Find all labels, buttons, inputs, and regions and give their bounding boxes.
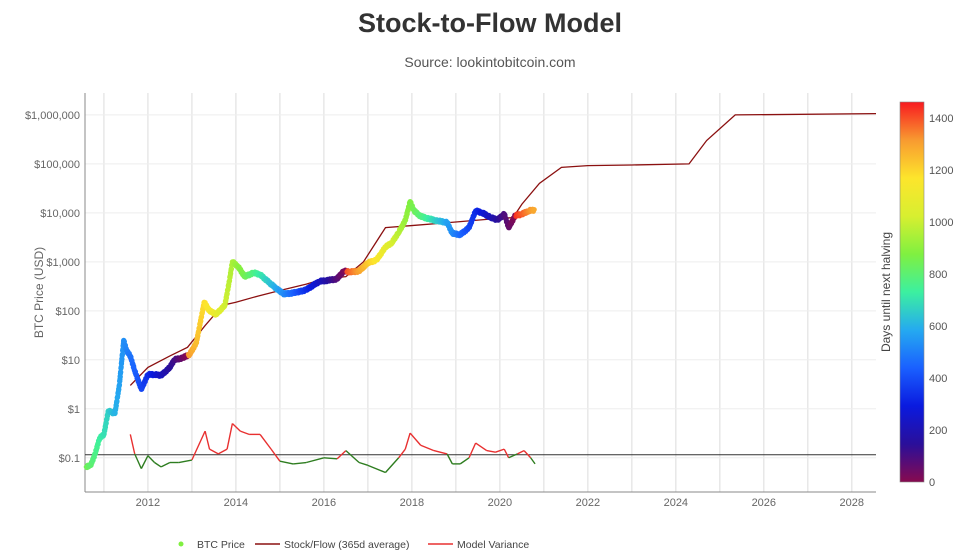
- model-variance-segment: [270, 448, 281, 462]
- x-tick-label: 2024: [664, 497, 688, 509]
- y-tick-label: $10,000: [40, 208, 80, 220]
- y-axis-label: BTC Price (USD): [32, 247, 46, 338]
- model-variance-segment: [508, 453, 518, 459]
- model-variance-segment: [240, 430, 250, 436]
- btc-price-point: [531, 206, 537, 213]
- y-tick-label: $100,000: [34, 159, 80, 171]
- x-tick-label: 2022: [576, 497, 600, 509]
- model-variance-segment: [259, 433, 272, 450]
- model-variance-segment: [409, 432, 422, 446]
- model-variance-segment: [217, 448, 228, 455]
- model-variance-segment: [279, 460, 294, 465]
- model-variance-segment: [140, 455, 149, 469]
- model-variance-segment: [293, 461, 307, 465]
- colorbar-tick-label: 1400: [929, 113, 953, 125]
- model-variance-segment: [530, 457, 536, 465]
- colorbar: [899, 101, 925, 483]
- model-variance-segment: [420, 444, 435, 452]
- x-tick-label: 2012: [136, 497, 160, 509]
- x-tick-label: 2028: [840, 497, 864, 509]
- model-variance-segment: [226, 423, 234, 450]
- legend: BTC Price Stock/Flow (365d average) Mode…: [178, 539, 529, 551]
- model-variance-segment: [433, 449, 448, 455]
- legend-marker-btc-price: [178, 541, 184, 547]
- model-variance-segment: [517, 449, 525, 455]
- model-variance-segment: [154, 461, 162, 468]
- model-variance-segment: [358, 461, 369, 467]
- legend-label-btc-price[interactable]: BTC Price: [197, 539, 245, 551]
- x-tick-label: 2020: [488, 497, 512, 509]
- legend-label-stock-flow[interactable]: Stock/Flow (365d average): [284, 539, 409, 551]
- y-tick-label: $0.1: [59, 453, 80, 465]
- y-tick-label: $100: [56, 306, 80, 318]
- model-variance-segment: [398, 448, 406, 459]
- model-variance-segment: [468, 442, 477, 459]
- model-variance-segment: [367, 464, 386, 474]
- model-variance-segment: [495, 448, 505, 453]
- model-variance-segment: [336, 450, 347, 460]
- stock-flow-line: [129, 113, 877, 386]
- colorbar-title: Days until next halving: [879, 232, 893, 352]
- model-variance-segment: [129, 434, 136, 455]
- model-variance-segment: [503, 448, 510, 459]
- y-tick-label: $1,000: [46, 257, 80, 269]
- chart-subtitle: Source: lookintobitcoin.com: [404, 54, 576, 70]
- model-variance-segment: [231, 423, 241, 432]
- chart-title: Stock-to-Flow Model: [358, 8, 622, 38]
- x-tick-label: 2018: [400, 497, 424, 509]
- model-variance-segment: [446, 453, 453, 465]
- y-tick-label: $1,000,000: [25, 110, 80, 122]
- btc-price-point: [118, 369, 124, 375]
- x-tick-label: 2016: [312, 497, 336, 509]
- model-variance-segment: [475, 442, 488, 452]
- colorbar-tick-label: 600: [929, 321, 947, 333]
- x-tick-label: 2026: [752, 497, 776, 509]
- colorbar-tick-label: 1200: [929, 165, 953, 177]
- model-variance-segment: [345, 450, 360, 464]
- model-variance-segment: [323, 457, 338, 460]
- btc-price-point: [119, 351, 126, 357]
- model-variance-segment: [160, 461, 171, 468]
- model-variance-segment: [134, 453, 142, 469]
- model-variance-segment: [384, 457, 400, 473]
- model-variance-segment: [459, 457, 470, 465]
- legend-label-model-variance[interactable]: Model Variance: [457, 539, 529, 551]
- colorbar-tick-label: 200: [929, 425, 947, 437]
- y-tick-label: $1: [68, 404, 80, 416]
- x-tick-label: 2014: [224, 497, 248, 509]
- model-variance-segment: [404, 432, 411, 450]
- model-variance-segment: [306, 457, 325, 464]
- model-variance-segment: [178, 459, 193, 464]
- colorbar-tick-label: 0: [929, 477, 935, 489]
- y-tick-label: $10: [62, 355, 80, 367]
- colorbar-tick-label: 400: [929, 373, 947, 385]
- model-variance-segment: [209, 448, 219, 455]
- model-variance-segment: [147, 455, 156, 463]
- model-variance-segment: [523, 450, 532, 459]
- colorbar-tick-label: 1000: [929, 217, 953, 229]
- model-variance-segment: [191, 430, 206, 461]
- model-variance-segment: [486, 449, 496, 453]
- model-variance-segment: [204, 430, 211, 450]
- colorbar-tick-label: 800: [929, 269, 947, 281]
